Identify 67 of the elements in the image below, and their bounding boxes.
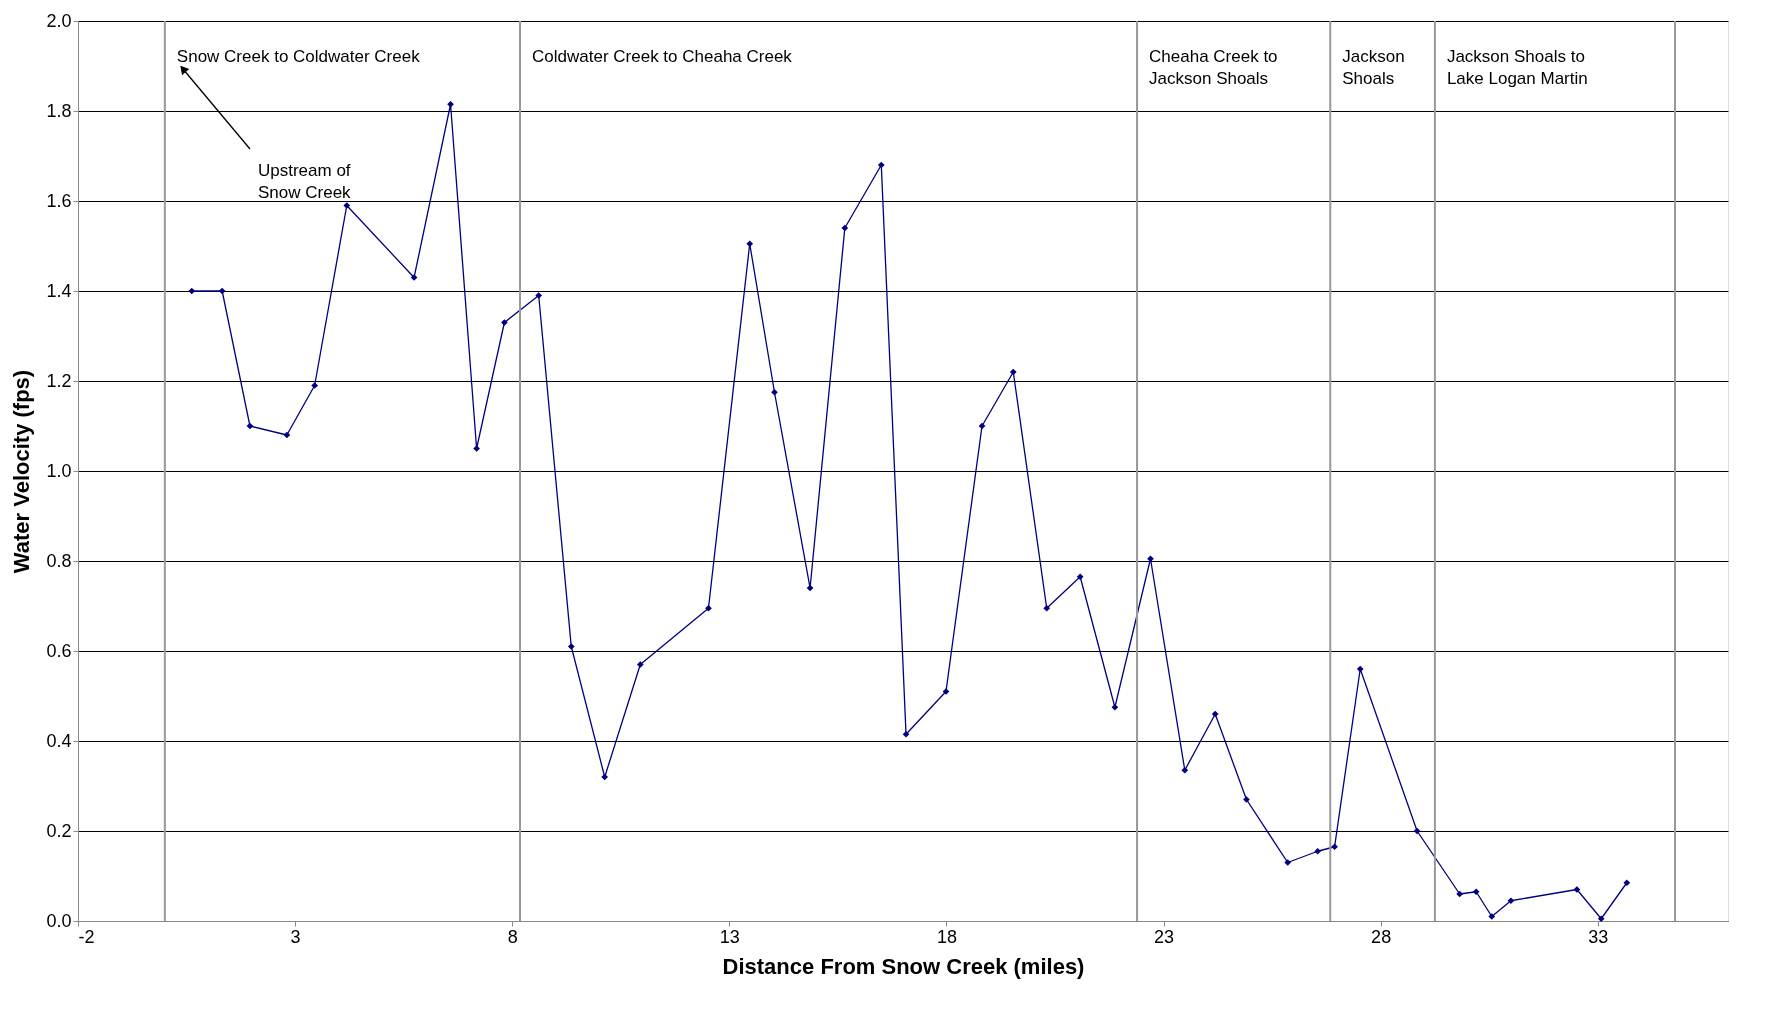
- x-axis-title: Distance From Snow Creek (miles): [722, 953, 1085, 979]
- x-tick-label: 18: [936, 926, 957, 947]
- point: [567, 643, 575, 650]
- point: [1181, 766, 1189, 774]
- point: [746, 240, 754, 248]
- point: [705, 604, 712, 612]
- point: [1284, 859, 1292, 866]
- x-tick-label: 33: [1588, 926, 1609, 947]
- point: [1314, 847, 1322, 855]
- point: [877, 161, 885, 169]
- point: [1211, 710, 1219, 718]
- ref-line-label: Jackson Shoals: [1342, 47, 1405, 88]
- ref-line-label: Coldwater Creek to Cheaha Creek: [532, 47, 793, 66]
- point: [1009, 368, 1017, 376]
- y-tick-label: 1.0: [46, 460, 72, 481]
- point: [902, 730, 910, 738]
- y-tick-label: 2.0: [46, 10, 72, 31]
- point: [447, 100, 454, 108]
- y-tick-label: 0.6: [46, 640, 72, 661]
- ref-line-label: Snow Creek to Coldwater Creek: [176, 47, 421, 66]
- point: [636, 661, 644, 668]
- y-tick-label: 1.8: [46, 100, 72, 121]
- point: [841, 224, 849, 232]
- y-tick-label: 0.4: [46, 730, 72, 751]
- point: [806, 584, 814, 592]
- x-tick-label: 8: [507, 926, 518, 947]
- point: [1243, 796, 1250, 803]
- y-tick-label: 0.8: [46, 550, 72, 571]
- point: [1623, 879, 1631, 887]
- point: [311, 382, 318, 389]
- point: [1472, 888, 1480, 896]
- ref-line-label: Cheaha Creek to Jackson Shoals: [1149, 47, 1278, 88]
- point: [473, 445, 480, 452]
- y-axis-title: Water Velocity (fps): [9, 369, 35, 574]
- point: [771, 388, 778, 396]
- y-tick-label: 1.2: [46, 370, 72, 391]
- ref-line-label: Jackson Shoals to Lake Logan Martin: [1446, 47, 1588, 88]
- point: [535, 292, 543, 299]
- point: [283, 431, 291, 439]
- x-tick-label: 23: [1154, 926, 1175, 947]
- point: [218, 287, 226, 295]
- point: [601, 773, 609, 781]
- point: [1456, 890, 1464, 898]
- point: [1111, 703, 1119, 711]
- point: [1076, 573, 1084, 581]
- y-tick-label: 0.2: [46, 820, 72, 841]
- x-tick-label: 13: [719, 926, 740, 947]
- point: [343, 202, 351, 209]
- point: [1597, 915, 1605, 923]
- y-tick-label: 1.4: [46, 280, 72, 301]
- x-tick-label: 3: [290, 926, 301, 947]
- point: [1331, 843, 1338, 851]
- point: [1043, 604, 1051, 612]
- y-tick-label: 1.6: [46, 190, 72, 211]
- point: [188, 287, 196, 295]
- point: [246, 422, 254, 430]
- point: [1488, 913, 1496, 920]
- annotation: Upstream of Snow Creek: [258, 161, 352, 202]
- point: [1507, 897, 1515, 905]
- x-tick-label: -2: [78, 926, 95, 947]
- x-tick-label: 28: [1371, 926, 1392, 947]
- point: [501, 319, 508, 326]
- point: [1413, 827, 1421, 835]
- point: [1356, 665, 1364, 673]
- point: [1147, 555, 1154, 563]
- point: [978, 422, 986, 430]
- y-tick-label: 0.0: [46, 910, 72, 931]
